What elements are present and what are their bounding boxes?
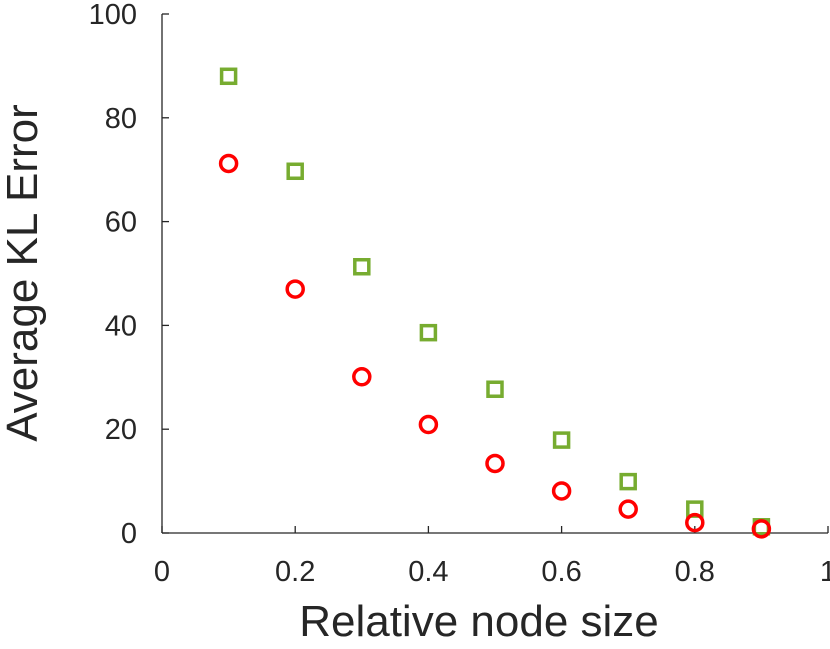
x-tick-label: 0.8 [675, 556, 715, 588]
y-tick-label: 40 [105, 310, 137, 342]
y-tick-label: 100 [89, 0, 137, 31]
square-point [552, 431, 571, 449]
square-point [486, 380, 504, 398]
circle-point [218, 153, 239, 174]
y-tick-label: 20 [105, 414, 137, 446]
y-ticks: 0 20 40 60 80 100 [89, 0, 169, 550]
circle-point [352, 367, 372, 387]
square-point [286, 162, 304, 181]
circle-point [418, 414, 439, 435]
circle-point [685, 512, 705, 533]
x-axis-title: Relative node size [299, 597, 659, 646]
circle-point [751, 519, 772, 539]
square-point [619, 472, 637, 491]
square-point [419, 323, 438, 342]
y-tick-label: 0 [121, 518, 137, 550]
x-ticks: 0 0.2 0.4 0.6 0.8 1 [154, 526, 830, 588]
square-point [219, 67, 238, 86]
axes [161, 14, 828, 534]
circle-point [618, 499, 638, 519]
x-tick-label: 0.6 [541, 556, 581, 588]
x-tick-label: 0 [154, 556, 170, 588]
y-tick-label: 80 [105, 103, 137, 135]
circle-point [485, 453, 505, 474]
data-points [218, 67, 772, 539]
y-tick-label: 60 [105, 207, 137, 239]
square-point [353, 258, 371, 276]
x-tick-label: 1 [820, 556, 830, 588]
x-tick-label: 0.2 [275, 556, 315, 588]
x-tick-label: 0.4 [408, 556, 448, 588]
circle-point [285, 279, 305, 299]
y-axis-title: Average KL Error [0, 104, 47, 442]
circle-point [551, 481, 572, 501]
